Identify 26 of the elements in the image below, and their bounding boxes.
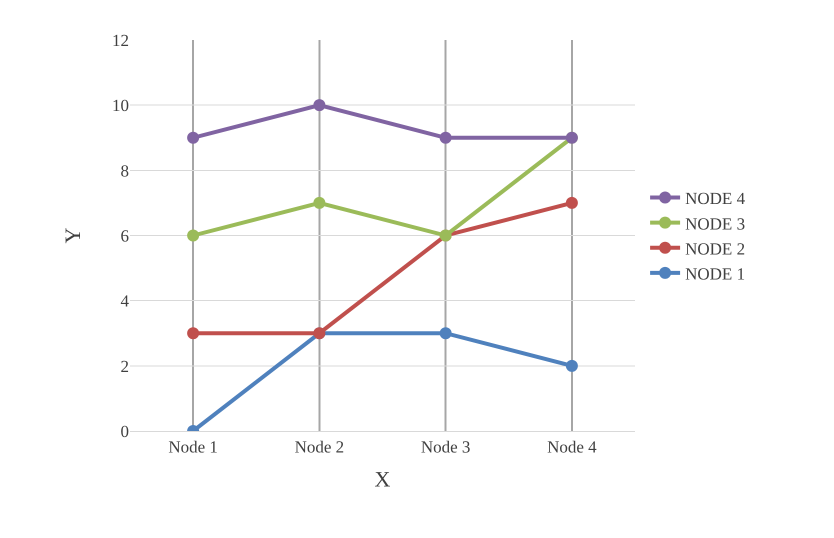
y-tick-label: 6 <box>120 226 129 246</box>
y-tick-label: 12 <box>112 30 129 50</box>
x-tick-label: Node 1 <box>168 437 218 456</box>
y-tick-label: 4 <box>120 292 130 311</box>
point <box>440 327 452 340</box>
x-axis-title: X <box>374 466 391 492</box>
legend-label: NODE 3 <box>685 214 746 234</box>
y-tick-label: 10 <box>112 96 129 116</box>
x-tick-label: Node 2 <box>294 437 344 456</box>
legend-label: NODE 4 <box>685 189 746 208</box>
legend-label: NODE 2 <box>685 239 746 258</box>
point <box>313 99 326 112</box>
point <box>566 196 578 209</box>
point <box>187 132 200 144</box>
point <box>313 196 326 209</box>
y-tick-label: 0 <box>120 422 129 441</box>
y-tick-label: 2 <box>120 356 129 376</box>
point <box>566 360 578 372</box>
point <box>187 327 200 340</box>
y-tick-label: 8 <box>120 161 129 180</box>
x-tick-label: Node 4 <box>547 437 598 456</box>
y-axis-title: Y <box>60 227 85 244</box>
legend-label: NODE 1 <box>685 264 746 284</box>
point <box>187 230 200 242</box>
point <box>440 132 452 144</box>
x-tick-label: Node 3 <box>420 437 470 456</box>
